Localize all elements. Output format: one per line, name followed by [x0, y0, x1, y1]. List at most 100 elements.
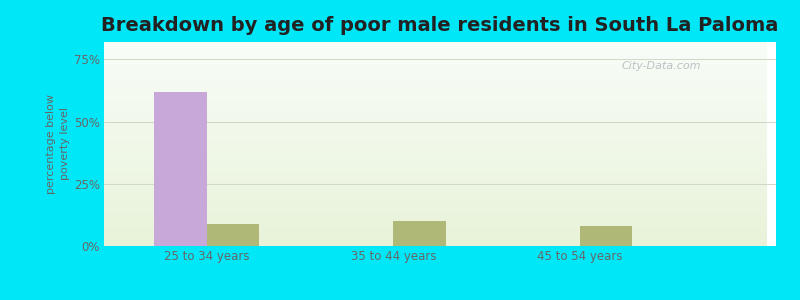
Bar — [94, 192, 766, 193]
Bar — [94, 210, 766, 211]
Bar — [94, 139, 766, 140]
Bar — [154, 92, 206, 246]
Bar — [94, 53, 766, 54]
Bar — [94, 235, 766, 236]
Bar — [94, 106, 766, 107]
Bar — [94, 59, 766, 60]
Title: Breakdown by age of poor male residents in South La Paloma: Breakdown by age of poor male residents … — [102, 16, 778, 35]
Bar — [94, 212, 766, 213]
Bar — [94, 42, 766, 43]
Bar — [94, 244, 766, 245]
Bar — [94, 163, 766, 164]
Bar — [94, 211, 766, 212]
Bar — [94, 133, 766, 134]
Bar — [94, 80, 766, 81]
Bar — [94, 92, 766, 93]
Bar — [94, 140, 766, 141]
Bar — [94, 81, 766, 82]
Bar — [94, 238, 766, 239]
Bar — [94, 208, 766, 209]
Bar — [94, 148, 766, 149]
Bar — [94, 245, 766, 246]
Bar — [94, 193, 766, 194]
Bar — [94, 205, 766, 206]
Bar — [94, 114, 766, 116]
Bar — [94, 90, 766, 91]
Bar — [94, 57, 766, 58]
Bar — [94, 122, 766, 123]
Text: City-Data.com: City-Data.com — [622, 61, 702, 71]
Bar — [94, 207, 766, 208]
Bar — [94, 194, 766, 195]
Bar — [94, 160, 766, 161]
Bar — [94, 70, 766, 72]
Bar — [94, 182, 766, 183]
Bar — [94, 154, 766, 155]
Bar — [94, 112, 766, 113]
Bar — [94, 172, 766, 174]
Bar — [206, 224, 259, 246]
Bar — [94, 215, 766, 216]
Bar — [94, 157, 766, 158]
Bar — [94, 181, 766, 182]
Bar — [94, 105, 766, 106]
Bar — [94, 200, 766, 201]
Bar — [94, 164, 766, 165]
Bar — [94, 101, 766, 102]
Bar — [94, 68, 766, 70]
Bar — [94, 111, 766, 112]
Bar — [94, 178, 766, 179]
Bar — [94, 198, 766, 199]
Bar — [94, 97, 766, 98]
Bar — [94, 86, 766, 87]
Bar — [94, 50, 766, 51]
Bar — [94, 236, 766, 237]
Bar — [94, 185, 766, 186]
Bar — [580, 226, 632, 246]
Bar — [94, 216, 766, 217]
Bar — [94, 135, 766, 136]
Bar — [94, 219, 766, 220]
Bar — [94, 183, 766, 184]
Bar — [94, 167, 766, 169]
Bar — [94, 232, 766, 234]
Bar — [94, 120, 766, 122]
Bar — [394, 221, 446, 246]
Bar — [94, 130, 766, 132]
Bar — [94, 44, 766, 45]
Bar — [94, 85, 766, 86]
Bar — [94, 104, 766, 105]
Bar — [94, 201, 766, 202]
Bar — [94, 224, 766, 226]
Bar — [94, 49, 766, 50]
Bar — [94, 52, 766, 53]
Bar — [94, 95, 766, 96]
Bar — [94, 218, 766, 220]
Bar — [94, 166, 766, 167]
Bar — [94, 93, 766, 94]
Bar — [94, 119, 766, 121]
Bar — [94, 141, 766, 142]
Bar — [94, 237, 766, 238]
Bar — [94, 125, 766, 127]
Bar — [94, 88, 766, 89]
Bar — [94, 195, 766, 196]
Bar — [94, 150, 766, 151]
Bar — [94, 99, 766, 100]
Bar — [94, 83, 766, 84]
Bar — [94, 155, 766, 156]
Bar — [94, 230, 766, 231]
Bar — [94, 124, 766, 126]
Bar — [94, 63, 766, 64]
Bar — [94, 178, 766, 180]
Bar — [94, 209, 766, 210]
Bar — [94, 189, 766, 190]
Bar — [94, 171, 766, 172]
Bar — [94, 226, 766, 228]
Bar — [94, 115, 766, 116]
Bar — [94, 176, 766, 177]
Bar — [94, 180, 766, 181]
Bar — [94, 243, 766, 244]
Bar — [94, 136, 766, 137]
Bar — [94, 98, 766, 99]
